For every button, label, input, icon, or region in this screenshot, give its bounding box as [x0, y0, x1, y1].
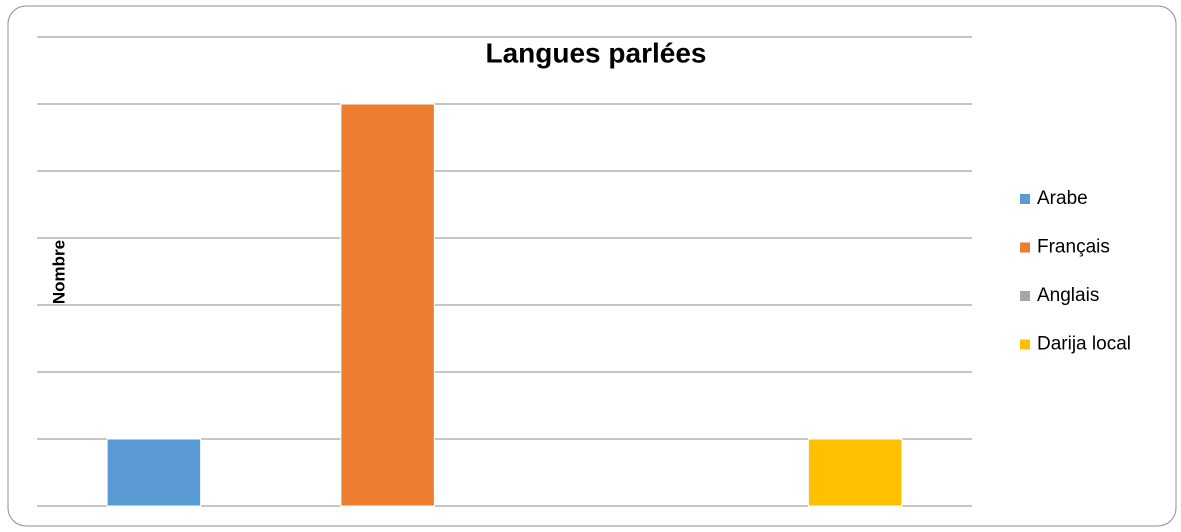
legend-swatch	[1020, 194, 1030, 204]
bar	[106, 438, 202, 507]
legend-label: Français	[1037, 237, 1110, 258]
legend-swatch	[1020, 339, 1030, 350]
bar	[807, 438, 903, 507]
chart-frame	[7, 5, 1177, 527]
legend-swatch	[1020, 242, 1030, 253]
y-axis-label: Nombre	[49, 240, 68, 304]
legend-label: Anglais	[1037, 285, 1099, 306]
bar	[340, 103, 435, 507]
legend-label: Darija local	[1037, 334, 1131, 355]
chart-title: Langues parlées	[486, 37, 707, 68]
legend-label: Arabe	[1037, 188, 1088, 209]
legend-swatch	[1020, 291, 1030, 301]
